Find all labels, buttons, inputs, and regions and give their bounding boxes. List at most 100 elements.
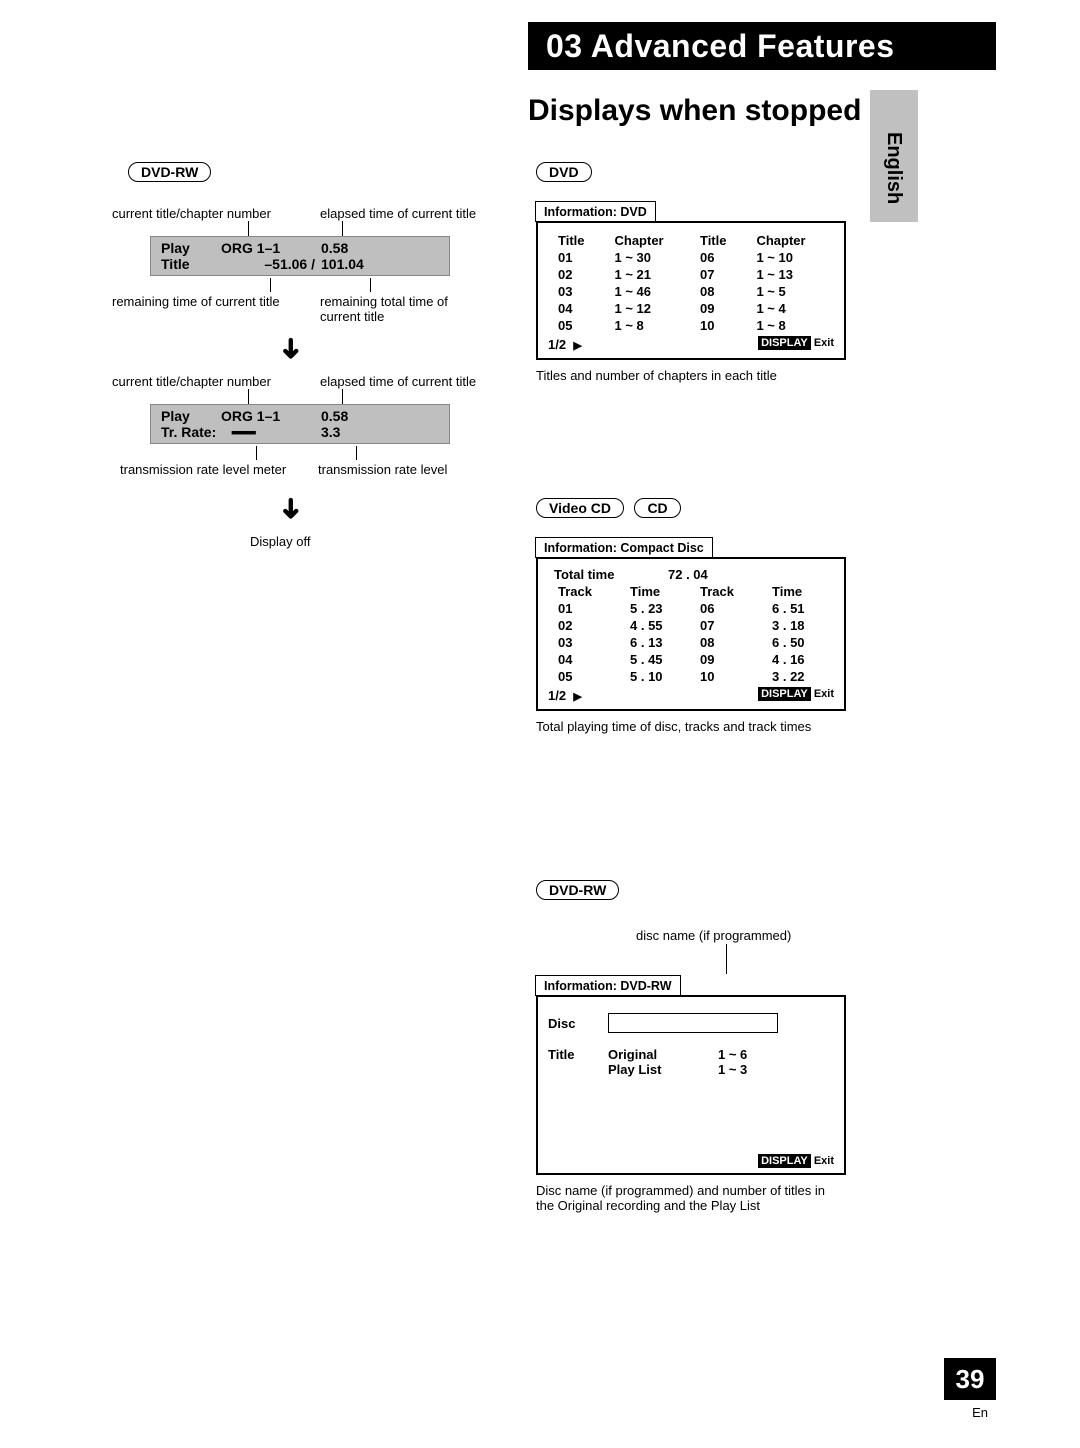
info-tab-dvd: Information: DVD xyxy=(535,201,656,222)
osd1-remain: –51.06 / xyxy=(221,256,321,272)
cd-h-track2: Track xyxy=(692,584,762,599)
dvd-cell: 1 ~ 21 xyxy=(606,267,690,282)
cd-cell: 09 xyxy=(692,652,762,667)
cd-h-time2: Time xyxy=(764,584,832,599)
dvd-cell: 1 ~ 8 xyxy=(748,318,832,333)
page-lang: En xyxy=(972,1405,988,1420)
playlist-label: Play List xyxy=(608,1062,718,1077)
dvd-cell: 05 xyxy=(550,318,604,333)
cd-cell: 5 . 10 xyxy=(622,669,690,684)
osd1-org: ORG 1–1 xyxy=(221,240,321,256)
cd-cell: 5 . 45 xyxy=(622,652,690,667)
info-panel-cd: Total time 72 . 04 Track Time Track Time… xyxy=(536,557,846,711)
exit-label: Exit xyxy=(814,1155,834,1167)
tick xyxy=(370,278,371,292)
osd-display-1: Play ORG 1–1 0.58 Title –51.06 / 101.04 xyxy=(150,236,450,276)
cd-cell: 6 . 13 xyxy=(622,635,690,650)
dvd-h-title: Title xyxy=(550,233,604,248)
play-icon: ▶ xyxy=(573,340,581,352)
annot-remain-left: remaining time of current title xyxy=(112,294,280,309)
play-icon: ▶ xyxy=(573,691,581,703)
osd2-rate: 3.3 xyxy=(321,424,381,440)
dvd-cell: 1 ~ 46 xyxy=(606,284,690,299)
dvd-cell: 1 ~ 4 xyxy=(748,301,832,316)
display-badge: DISPLAY xyxy=(758,1154,811,1168)
tick xyxy=(270,278,271,292)
dvd-cell: 1 ~ 30 xyxy=(606,250,690,265)
osd2-elapsed: 0.58 xyxy=(321,408,381,424)
exit-label: Exit xyxy=(814,337,834,349)
cd-cell: 02 xyxy=(550,618,620,633)
tick xyxy=(342,389,343,404)
annot2-title-chapter: current title/chapter number xyxy=(112,374,271,389)
dvd-cell: 1 ~ 5 xyxy=(748,284,832,299)
chapter-header: 03 Advanced Features xyxy=(528,22,996,70)
exit-label: Exit xyxy=(814,688,834,700)
tick xyxy=(256,446,257,460)
dvd-cell: 04 xyxy=(550,301,604,316)
dvd-cell: 06 xyxy=(692,250,746,265)
tick xyxy=(248,389,249,404)
dvd-h-chapter: Chapter xyxy=(606,233,690,248)
cd-cell: 06 xyxy=(692,601,762,616)
dvd-cell: 01 xyxy=(550,250,604,265)
display-badge: DISPLAY xyxy=(758,687,811,701)
cd-page-ind: 1/2 xyxy=(548,688,566,703)
info-panel-dvd: Title Chapter Title Chapter 011 ~ 30061 … xyxy=(536,221,846,360)
cd-cell: 4 . 55 xyxy=(622,618,690,633)
dvd-h-chapter2: Chapter xyxy=(748,233,832,248)
dvd-cell: 07 xyxy=(692,267,746,282)
dvd-cell: 09 xyxy=(692,301,746,316)
annot-elapsed: elapsed time of current title xyxy=(320,206,476,221)
cd-caption: Total playing time of disc, tracks and t… xyxy=(536,719,846,734)
annot-title-chapter: current title/chapter number xyxy=(112,206,271,221)
osd1-play: Play xyxy=(161,240,221,256)
osd1-title: Title xyxy=(161,256,221,272)
cd-h-track: Track xyxy=(550,584,620,599)
dvd-page-ind: 1/2 xyxy=(548,337,566,352)
dvd-cell: 1 ~ 13 xyxy=(748,267,832,282)
cd-cell: 07 xyxy=(692,618,762,633)
osd2-trrate: Tr. Rate: xyxy=(161,424,231,440)
cd-total-value: 72 . 04 xyxy=(668,567,708,582)
language-tab-label: English xyxy=(882,132,905,204)
cd-cell: 6 . 51 xyxy=(764,601,832,616)
arrow-down-icon: ➜ xyxy=(275,337,308,360)
original-value: 1 ~ 6 xyxy=(718,1047,747,1062)
info-tab-dvdrw: Information: DVD-RW xyxy=(535,975,681,996)
pill-dvd-rw: DVD-RW xyxy=(128,162,211,182)
disc-name-annot: disc name (if programmed) xyxy=(636,928,791,943)
osd-display-2: Play ORG 1–1 0.58 Tr. Rate: ▪▪▪▪▪▪▪▪ 3.3 xyxy=(150,404,450,444)
tick xyxy=(726,944,727,974)
disc-label: Disc xyxy=(548,1016,608,1031)
cd-cell: 08 xyxy=(692,635,762,650)
pill-video-cd: Video CD xyxy=(536,498,624,518)
dvd-cell: 08 xyxy=(692,284,746,299)
cd-cell: 03 xyxy=(550,635,620,650)
cd-total-label: Total time xyxy=(548,567,668,582)
cd-cell: 3 . 18 xyxy=(764,618,832,633)
info-tab-cd: Information: Compact Disc xyxy=(535,537,713,558)
dvdrw-caption: Disc name (if programmed) and number of … xyxy=(536,1183,846,1213)
dvd-cell: 02 xyxy=(550,267,604,282)
cd-cell: 01 xyxy=(550,601,620,616)
cd-h-time: Time xyxy=(622,584,690,599)
title-label: Title xyxy=(548,1047,608,1062)
display-off-label: Display off xyxy=(250,534,310,549)
cd-cell: 04 xyxy=(550,652,620,667)
tick xyxy=(342,221,343,236)
tick xyxy=(356,446,357,460)
cd-cell: 10 xyxy=(692,669,762,684)
annot-ratelevel: transmission rate level xyxy=(318,462,447,477)
cd-cell: 3 . 22 xyxy=(764,669,832,684)
playlist-value: 1 ~ 3 xyxy=(718,1062,747,1077)
osd1-elapsed: 0.58 xyxy=(321,240,381,256)
cd-cell: 05 xyxy=(550,669,620,684)
section-title: Displays when stopped xyxy=(528,94,861,128)
page-number: 39 xyxy=(944,1358,996,1400)
cd-cell: 4 . 16 xyxy=(764,652,832,667)
annot-meter: transmission rate level meter xyxy=(120,462,286,477)
osd1-total: 101.04 xyxy=(321,256,381,272)
annot2-elapsed: elapsed time of current title xyxy=(320,374,476,389)
osd2-org: ORG 1–1 xyxy=(221,408,321,424)
